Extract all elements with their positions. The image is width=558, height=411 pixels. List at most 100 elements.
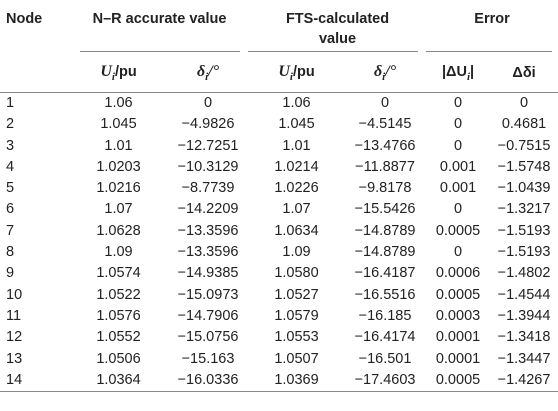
cell-node: 9 <box>6 265 15 282</box>
cell-error-voltage: 0 <box>453 116 463 133</box>
cell-nr-angle: −13.3596 <box>177 222 239 239</box>
cell-error-voltage: 0.0006 <box>435 265 481 282</box>
cell-fts-voltage: 1.0226 <box>274 180 319 197</box>
cell-error-angle: −1.3217 <box>497 201 551 218</box>
cell-node: 8 <box>6 244 15 261</box>
cell-error-angle: −1.4544 <box>497 286 551 303</box>
table-row: 1 1.06 0 1.06 0 0 0 <box>0 93 558 115</box>
cell-nr-angle: −16.0336 <box>167 369 250 393</box>
cell-error-voltage: 0.001 <box>439 180 477 197</box>
cell-error-voltage: 0 <box>453 201 463 218</box>
cell-error-voltage: 0.0003 <box>435 307 481 324</box>
table-row: 12 1.0552 −15.0756 1.0553 −16.4174 0.0001 −1.3… <box>0 327 558 348</box>
cell-fts-angle: −11.8877 <box>355 158 415 175</box>
cell-fts-voltage: 1.0580 <box>274 265 319 282</box>
cell-nr-angle: −10.3129 <box>177 158 239 175</box>
cell-error-voltage: 0.0005 <box>435 286 481 303</box>
table-row: 5 1.0216 −8.7739 1.0226 −9.8178 0.001 −1.0439 <box>0 178 558 199</box>
cell-fts-angle: −4.5145 <box>358 116 412 133</box>
cell-error-voltage: 0.0005 <box>435 222 481 239</box>
cell-nr-voltage: 1.0203 <box>96 158 141 175</box>
cell-fts-angle: −17.4603 <box>344 369 427 393</box>
table-row: 13 1.0506 −15.163 1.0507 −16.501 0.0001 −1.344… <box>0 349 558 370</box>
cell-error-angle: −1.3944 <box>497 307 551 324</box>
cell-fts-angle: −16.4174 <box>354 329 416 346</box>
cell-fts-voltage: 1.045 <box>278 116 315 133</box>
cell-nr-voltage: 1.01 <box>104 137 133 154</box>
cell-nr-voltage: 1.0552 <box>96 329 141 346</box>
group-rule-error <box>426 51 552 52</box>
cell-node: 1 <box>6 95 15 111</box>
cell-error-voltage: 0.001 <box>439 158 477 175</box>
cell-error-angle: −1.3447 <box>497 350 551 367</box>
cell-error-angle: −1.3418 <box>497 329 551 346</box>
cell-error-voltage: 0 <box>453 95 463 111</box>
cell-nr-angle: −13.3596 <box>177 244 239 261</box>
cell-error-voltage: 0 <box>453 137 463 154</box>
cell-fts-angle: 0 <box>380 95 390 111</box>
cell-node: 12 <box>6 329 23 346</box>
cell-fts-angle: −14.8789 <box>354 222 416 239</box>
cell-nr-angle: −15.0973 <box>177 286 239 303</box>
cell-node: 7 <box>6 222 15 239</box>
cell-fts-angle: −16.5516 <box>354 286 416 303</box>
cell-fts-voltage: 1.09 <box>282 244 311 261</box>
table-row: 8 1.09 −13.3596 1.09 −14.8789 0 −1.5193 <box>0 242 558 263</box>
cell-nr-voltage: 1.06 <box>104 95 133 111</box>
cell-node: 4 <box>6 158 15 175</box>
table-body: 1 1.06 0 1.06 0 0 0 2 1.045 −4.9826 1.045 −4.5145 0 0… <box>0 93 558 393</box>
cell-nr-voltage: 1.0506 <box>96 350 141 367</box>
cell-fts-voltage: 1.0214 <box>274 158 319 175</box>
cell-fts-voltage: 1.06 <box>282 95 311 111</box>
results-table: Node N–R accurate value FTS-calculated v… <box>0 0 558 393</box>
cell-error-angle: −0.7515 <box>497 137 551 154</box>
cell-fts-angle: −15.5426 <box>354 201 416 218</box>
cell-error-angle: 0 <box>519 95 529 111</box>
cell-node: 3 <box>6 137 15 154</box>
cell-error-angle: 0.4681 <box>501 116 547 133</box>
cell-fts-voltage: 1.0579 <box>274 307 319 324</box>
table-row: 7 1.0628 −13.3596 1.0634 −14.8789 0.0005 −1.51… <box>0 221 558 242</box>
header-nr-title: N–R accurate value <box>92 11 227 27</box>
table-row: 2 1.045 −4.9826 1.045 −4.5145 0 0.4681 <box>0 114 558 135</box>
cell-error-angle: −1.5748 <box>497 158 551 175</box>
cell-nr-angle: −14.7906 <box>177 307 239 324</box>
header-fts-calculated-value: FTS-calculated value <box>249 0 426 54</box>
cell-fts-voltage: 1.0553 <box>274 329 319 346</box>
cell-error-voltage: 0.0001 <box>435 350 481 367</box>
group-rule-nr <box>80 51 240 52</box>
cell-nr-voltage: 1.0628 <box>96 222 141 239</box>
cell-nr-angle: −14.9385 <box>177 265 239 282</box>
cell-node: 5 <box>6 180 15 197</box>
cell-error-angle: −1.0439 <box>497 180 551 197</box>
cell-nr-voltage: 1.0364 <box>70 369 167 393</box>
cell-nr-voltage: 1.0522 <box>96 286 141 303</box>
cell-node: 14 <box>0 369 70 393</box>
subheader-nr-voltage: Ui/pu <box>70 54 167 93</box>
group-rule-fts <box>248 51 418 52</box>
cell-nr-angle: −12.7251 <box>177 137 239 154</box>
cell-fts-angle: −16.4187 <box>354 265 416 282</box>
cell-nr-angle: −15.0756 <box>177 329 239 346</box>
header-error-title: Error <box>474 11 510 27</box>
cell-fts-angle: −9.8178 <box>358 180 412 197</box>
table-row: 14 1.0364 −16.0336 1.0369 −17.4603 0.0005 −1.4… <box>0 369 558 393</box>
cell-fts-angle: −13.4766 <box>354 137 416 154</box>
subheader-fts-angle: δi/° <box>344 54 427 93</box>
cell-nr-angle: −8.7739 <box>181 180 235 197</box>
cell-fts-voltage: 1.07 <box>282 201 311 218</box>
cell-error-angle: −1.5193 <box>497 222 551 239</box>
cell-nr-angle: −4.9826 <box>181 116 235 133</box>
header-node: Node <box>6 11 43 27</box>
subheader-fts-voltage: Ui/pu <box>249 54 345 93</box>
cell-nr-angle: −15.163 <box>181 350 235 367</box>
cell-error-angle: −1.4802 <box>497 265 551 282</box>
cell-fts-voltage: 1.01 <box>282 137 311 154</box>
subheader-node-blank <box>0 54 70 93</box>
cell-node: 10 <box>6 286 23 303</box>
cell-nr-angle: 0 <box>203 95 213 111</box>
cell-nr-voltage: 1.09 <box>104 244 133 261</box>
subheader-nr-angle: δi/° <box>167 54 250 93</box>
cell-nr-voltage: 1.07 <box>104 201 133 218</box>
